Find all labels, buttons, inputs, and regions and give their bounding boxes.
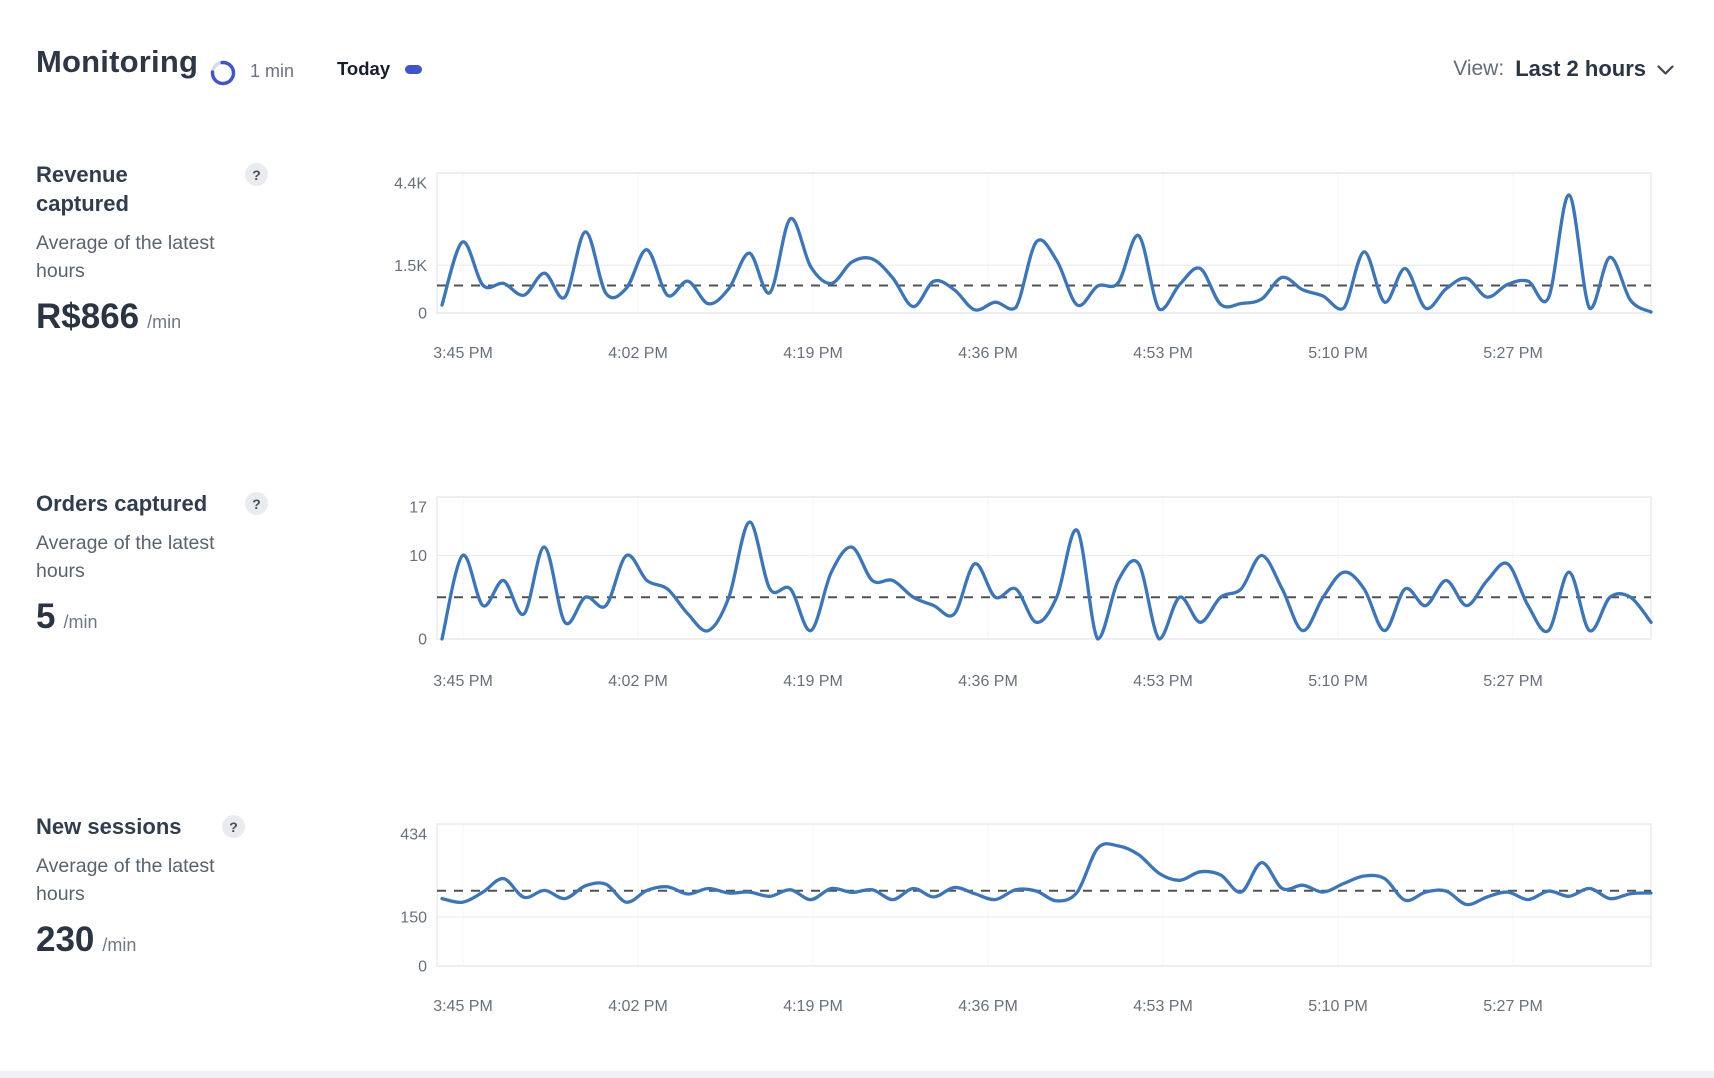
- y-tick-label: 150: [400, 909, 427, 926]
- metric-number: 230: [36, 920, 95, 959]
- y-tick-label: 17: [409, 500, 427, 517]
- x-tick-label: 4:19 PM: [783, 673, 843, 690]
- y-tick-label: 10: [409, 548, 427, 565]
- metric-orders-captured: Orders captured ? Average of the latest …: [36, 489, 286, 637]
- metric-title: Revenue captured: [36, 162, 129, 216]
- x-tick-label: 5:27 PM: [1483, 673, 1543, 690]
- metric-title: New sessions: [36, 814, 182, 839]
- x-tick-label: 4:53 PM: [1133, 673, 1193, 690]
- next-section-edge: [0, 1071, 1714, 1078]
- metric-value: 230 /min: [36, 920, 286, 960]
- orders-captured-chart[interactable]: 0 10 17 3:45 PM 4:02 PM 4:19 PM 4:36 PM 4:53 PM…: [370, 484, 1666, 704]
- x-tick-label: 5:10 PM: [1308, 673, 1368, 690]
- y-tick-label: 0: [418, 632, 427, 649]
- plot-border: [436, 496, 1652, 640]
- x-tick-label: 4:36 PM: [958, 345, 1018, 362]
- series-line: [440, 193, 1653, 314]
- x-tick-label: 4:53 PM: [1133, 345, 1193, 362]
- x-tick-label: 4:02 PM: [608, 673, 668, 690]
- legend-today-label: Today: [337, 58, 391, 79]
- x-tick-label: 4:02 PM: [608, 998, 668, 1015]
- metric-number: R$866: [36, 297, 140, 336]
- metric-value: 5 /min: [36, 597, 286, 637]
- metric-unit: /min: [147, 312, 182, 332]
- new-sessions-chart[interactable]: 0 150 434 3:45 PM 4:02 PM 4:19 PM 4:36 PM 4:53 …: [370, 811, 1666, 1031]
- metric-new-sessions: New sessions ? Average of the latest hou…: [36, 812, 286, 960]
- y-tick-label: 0: [418, 306, 427, 323]
- plot-border: [436, 823, 1652, 967]
- series-line: [440, 520, 1653, 641]
- refresh-spinner-icon: [210, 60, 236, 86]
- x-tick-label: 4:02 PM: [608, 345, 668, 362]
- view-selector-dropdown[interactable]: View: Last 2 hours: [1453, 56, 1674, 82]
- x-tick-label: 3:45 PM: [433, 345, 493, 362]
- help-icon[interactable]: ?: [222, 815, 245, 838]
- x-tick-label: 5:10 PM: [1308, 998, 1368, 1015]
- metric-value: R$866 /min: [36, 297, 286, 337]
- metric-title: Orders captured: [36, 491, 208, 516]
- metric-description: Average of the latest hours: [36, 855, 215, 905]
- x-tick-label: 4:36 PM: [958, 673, 1018, 690]
- refresh-interval-label: 1 min: [250, 61, 295, 81]
- chevron-down-icon: [1657, 65, 1674, 75]
- page-title: Monitoring: [36, 44, 199, 79]
- view-label: View:: [1453, 57, 1505, 80]
- view-value: Last 2 hours: [1515, 56, 1646, 81]
- x-tick-label: 4:53 PM: [1133, 998, 1193, 1015]
- x-tick-label: 4:36 PM: [958, 998, 1018, 1015]
- y-tick-label: 1.5K: [394, 258, 427, 275]
- metric-description: Average of the latest hours: [36, 232, 215, 282]
- x-tick-label: 4:19 PM: [783, 998, 843, 1015]
- revenue-captured-chart[interactable]: 0 1.5K 4.4K 3:45 PM 4:02 PM 4:19 PM 4:36 PM 4:5…: [370, 160, 1666, 380]
- y-tick-label: 434: [400, 827, 427, 844]
- x-tick-label: 4:19 PM: [783, 345, 843, 362]
- x-tick-label: 3:45 PM: [433, 998, 493, 1015]
- y-tick-label: 4.4K: [394, 176, 427, 193]
- metric-number: 5: [36, 597, 56, 636]
- help-icon[interactable]: ?: [245, 492, 268, 515]
- help-icon[interactable]: ?: [245, 163, 268, 186]
- legend-today-swatch: [405, 64, 423, 74]
- x-tick-label: 5:27 PM: [1483, 345, 1543, 362]
- plot-border: [436, 172, 1652, 314]
- metric-revenue-captured: Revenue captured ? Average of the latest…: [36, 160, 286, 337]
- legend-item-today[interactable]: Today: [337, 58, 423, 80]
- y-tick-label: 0: [418, 959, 427, 976]
- x-tick-label: 5:27 PM: [1483, 998, 1543, 1015]
- metric-unit: /min: [63, 612, 98, 632]
- metric-unit: /min: [102, 935, 137, 955]
- series-line: [440, 842, 1653, 907]
- x-tick-label: 5:10 PM: [1308, 345, 1368, 362]
- x-tick-label: 3:45 PM: [433, 673, 493, 690]
- metric-description: Average of the latest hours: [36, 532, 215, 582]
